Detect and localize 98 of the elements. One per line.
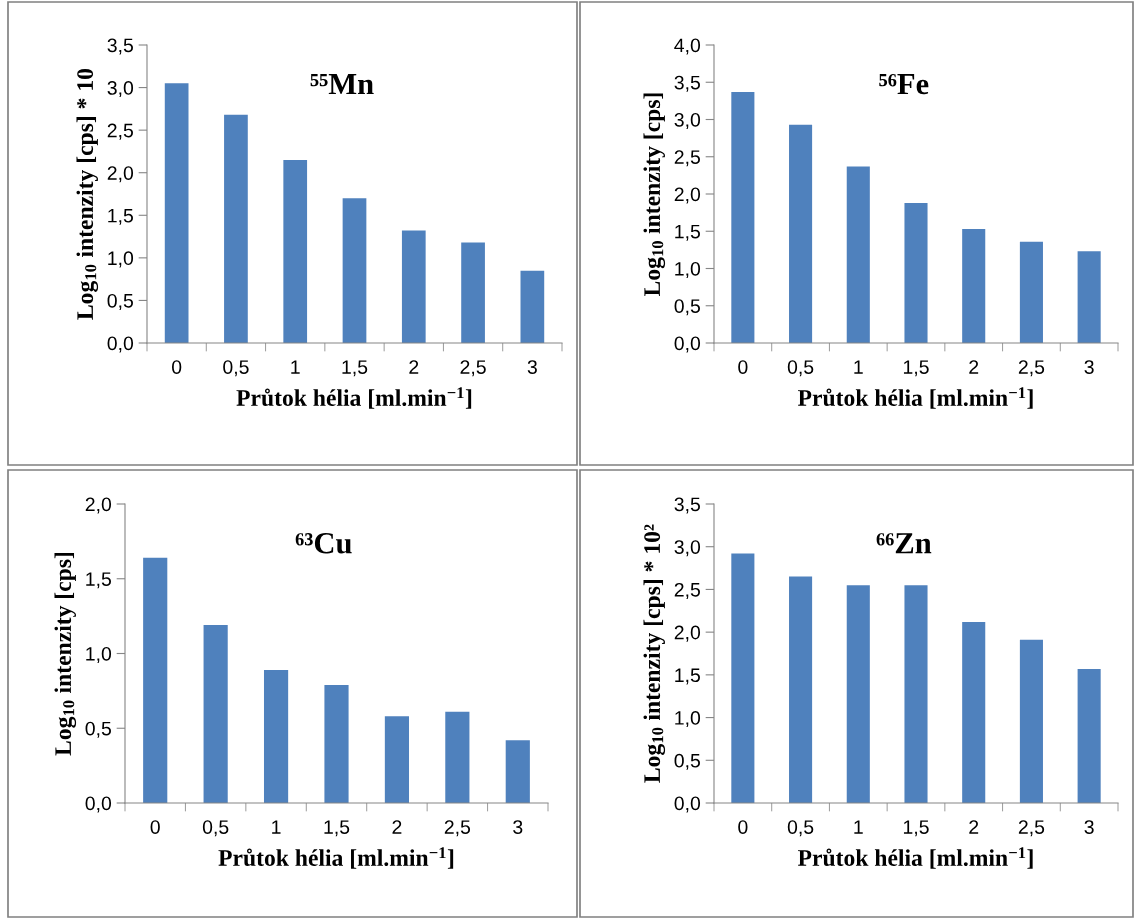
x-tick-label: 2 [392, 820, 402, 834]
x-axis-title: Průtok hélia [ml.min$^{−1}$] [797, 847, 1033, 869]
bar [789, 124, 813, 343]
x-tick-label: 3 [513, 820, 523, 834]
bar [904, 585, 928, 803]
x-tick-label: 0 [172, 360, 182, 374]
y-tick-label: 3,0 [674, 540, 701, 557]
y-tick-label: 0,5 [674, 299, 700, 316]
bar [846, 585, 870, 803]
x-tick-label: 1,5 [324, 820, 350, 837]
x-tick-label: 3 [527, 360, 537, 374]
bar [324, 684, 349, 803]
bar [1019, 639, 1043, 803]
bar [520, 270, 545, 343]
y-tick-label: 1,0 [108, 251, 134, 268]
y-tick-label: 0,0 [674, 796, 701, 813]
bar [342, 198, 367, 343]
y-tick-label: 2,0 [85, 497, 112, 514]
bar [962, 621, 986, 803]
x-tick-label: 0 [738, 820, 748, 834]
y-tick-label: 3,0 [107, 81, 134, 98]
x-tick-label: 1 [854, 360, 863, 374]
x-tick-label: 0,5 [223, 360, 249, 377]
bar [505, 740, 530, 803]
bar [224, 114, 248, 343]
y-tick-label: 2,5 [674, 582, 700, 599]
bar [904, 202, 928, 343]
x-axis-title: Průtok hélia [ml.min$^{−1}$] [218, 847, 454, 869]
x-tick-label: 0,5 [787, 820, 814, 837]
y-tick-label: 3,5 [674, 75, 700, 92]
bar [164, 83, 189, 343]
bar [401, 230, 426, 343]
x-tick-label: 0,5 [202, 820, 229, 837]
y-tick-label: 0,5 [674, 753, 700, 770]
y-tick-label: 2,0 [674, 625, 701, 642]
bar [731, 91, 755, 343]
y-tick-label: 2,0 [674, 187, 701, 204]
x-tick-label: 2 [969, 360, 979, 374]
x-axis-title: Průtok hélia [ml.min$^{−1}$] [797, 387, 1033, 409]
x-tick-label: 1,5 [903, 820, 929, 837]
x-axis-title: Průtok hélia [ml.min$^{−1}$] [236, 387, 472, 409]
text: ⁶⁶Zn [876, 533, 932, 554]
y-axis-title: Log$_{10}$ intenzity [cps] [643, 93, 666, 297]
x-tick-label: 2,5 [1018, 820, 1045, 837]
y-tick-label: 0,5 [85, 721, 111, 738]
bar [203, 625, 228, 803]
bar [283, 159, 308, 343]
x-tick-label: 3 [1084, 360, 1094, 374]
x-tick-label: 2 [969, 820, 979, 834]
y-tick-label: 1,5 [675, 668, 700, 685]
x-tick-label: 1 [854, 820, 863, 834]
y-tick-label: 4,0 [674, 38, 701, 55]
y-axis-title: Log$_{10}$ intenzity [cps] [54, 552, 77, 756]
y-tick-label: 2,5 [107, 123, 133, 140]
y-tick-label: 1,5 [86, 572, 111, 589]
y-tick-label: 0,0 [107, 336, 134, 353]
y-tick-label: 1,0 [86, 646, 112, 664]
bar [384, 716, 410, 803]
y-tick-label: 1,0 [675, 261, 701, 279]
x-tick-label: 2,5 [444, 820, 471, 837]
x-tick-label: 1,5 [342, 360, 368, 377]
bar [962, 229, 986, 343]
y-tick-label: 3,0 [674, 112, 701, 130]
text: ⁵⁵Mn [310, 74, 374, 95]
y-tick-label: 2,5 [674, 150, 700, 167]
bar [789, 576, 813, 803]
y-tick-label: 0,0 [85, 796, 112, 813]
y-tick-label: 1,0 [675, 711, 701, 728]
bar [143, 557, 168, 803]
y-tick-label: 1,5 [108, 208, 133, 225]
bar [263, 669, 289, 803]
bar [461, 242, 485, 343]
bar [1077, 668, 1101, 803]
x-tick-label: 3 [1084, 820, 1094, 834]
bar [731, 553, 755, 803]
x-tick-label: 0 [738, 360, 748, 374]
text: ⁵⁶Fe [879, 74, 929, 95]
x-tick-label: 2,5 [1018, 360, 1045, 377]
bar [846, 166, 870, 343]
y-axis-title: Log$_{10}$ intenzity [cps] * 10² [643, 524, 666, 783]
x-tick-label: 2 [409, 360, 419, 374]
x-tick-label: 0,5 [787, 360, 814, 377]
bar [1019, 241, 1043, 343]
y-tick-label: 3,5 [107, 38, 133, 55]
x-tick-label: 1 [272, 820, 281, 834]
x-tick-label: 2,5 [460, 360, 486, 377]
y-tick-label: 2,0 [107, 166, 134, 183]
x-tick-label: 1,5 [903, 360, 929, 377]
x-tick-label: 0 [150, 820, 160, 834]
y-tick-label: 1,5 [675, 224, 700, 241]
y-tick-label: 0,5 [107, 293, 133, 310]
text: ⁶³Cu [295, 532, 352, 554]
bar [445, 711, 470, 803]
x-tick-label: 1 [291, 360, 300, 374]
y-axis-title: Log$_{10}$ intenzity [cps] * 10 [76, 68, 99, 320]
bar [1077, 251, 1101, 343]
y-tick-label: 0,0 [674, 336, 701, 353]
y-tick-label: 3,5 [674, 497, 700, 514]
